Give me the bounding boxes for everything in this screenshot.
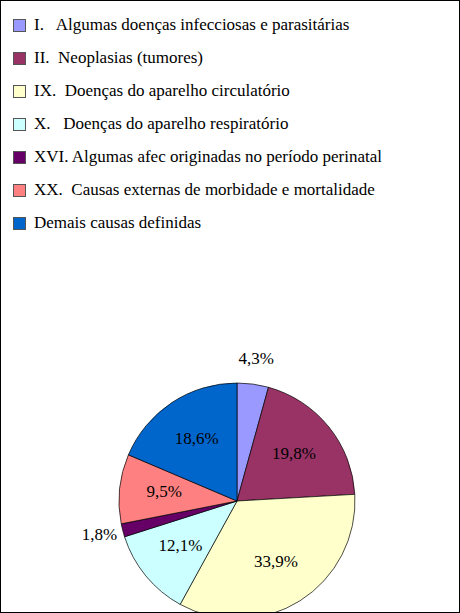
html-text:X. Doenças do aparelho respira: X. Doenças do aparelho respiratório: [34, 114, 289, 133]
html-text:IX. Doenças do aparelho circul: IX. Doenças do aparelho circulatório: [34, 81, 290, 100]
html-text:I. Algumas doenças infecciosas: I. Algumas doenças infecciosas e parasit…: [34, 15, 350, 34]
html-text:XX. Causas externas de morbida: XX. Causas externas de morbidade e morta…: [34, 180, 375, 199]
html-text:II. Neoplasias (tumores): II. Neoplasias (tumores): [34, 48, 203, 67]
svg-text:9,5%: 9,5%: [147, 482, 182, 501]
svg-text:1,8%: 1,8%: [82, 525, 117, 544]
svg-text:12,1%: 12,1%: [159, 536, 203, 555]
svg-text:19,8%: 19,8%: [272, 444, 316, 463]
svg-text:18,6%: 18,6%: [175, 429, 219, 448]
svg-text:4,3%: 4,3%: [238, 349, 273, 368]
html-text:XVI. Algumas afec originadas n: XVI. Algumas afec originadas no período …: [34, 147, 382, 166]
html-text:Demais causas definidas: Demais causas definidas: [34, 213, 202, 232]
svg-text:33,9%: 33,9%: [254, 552, 298, 571]
